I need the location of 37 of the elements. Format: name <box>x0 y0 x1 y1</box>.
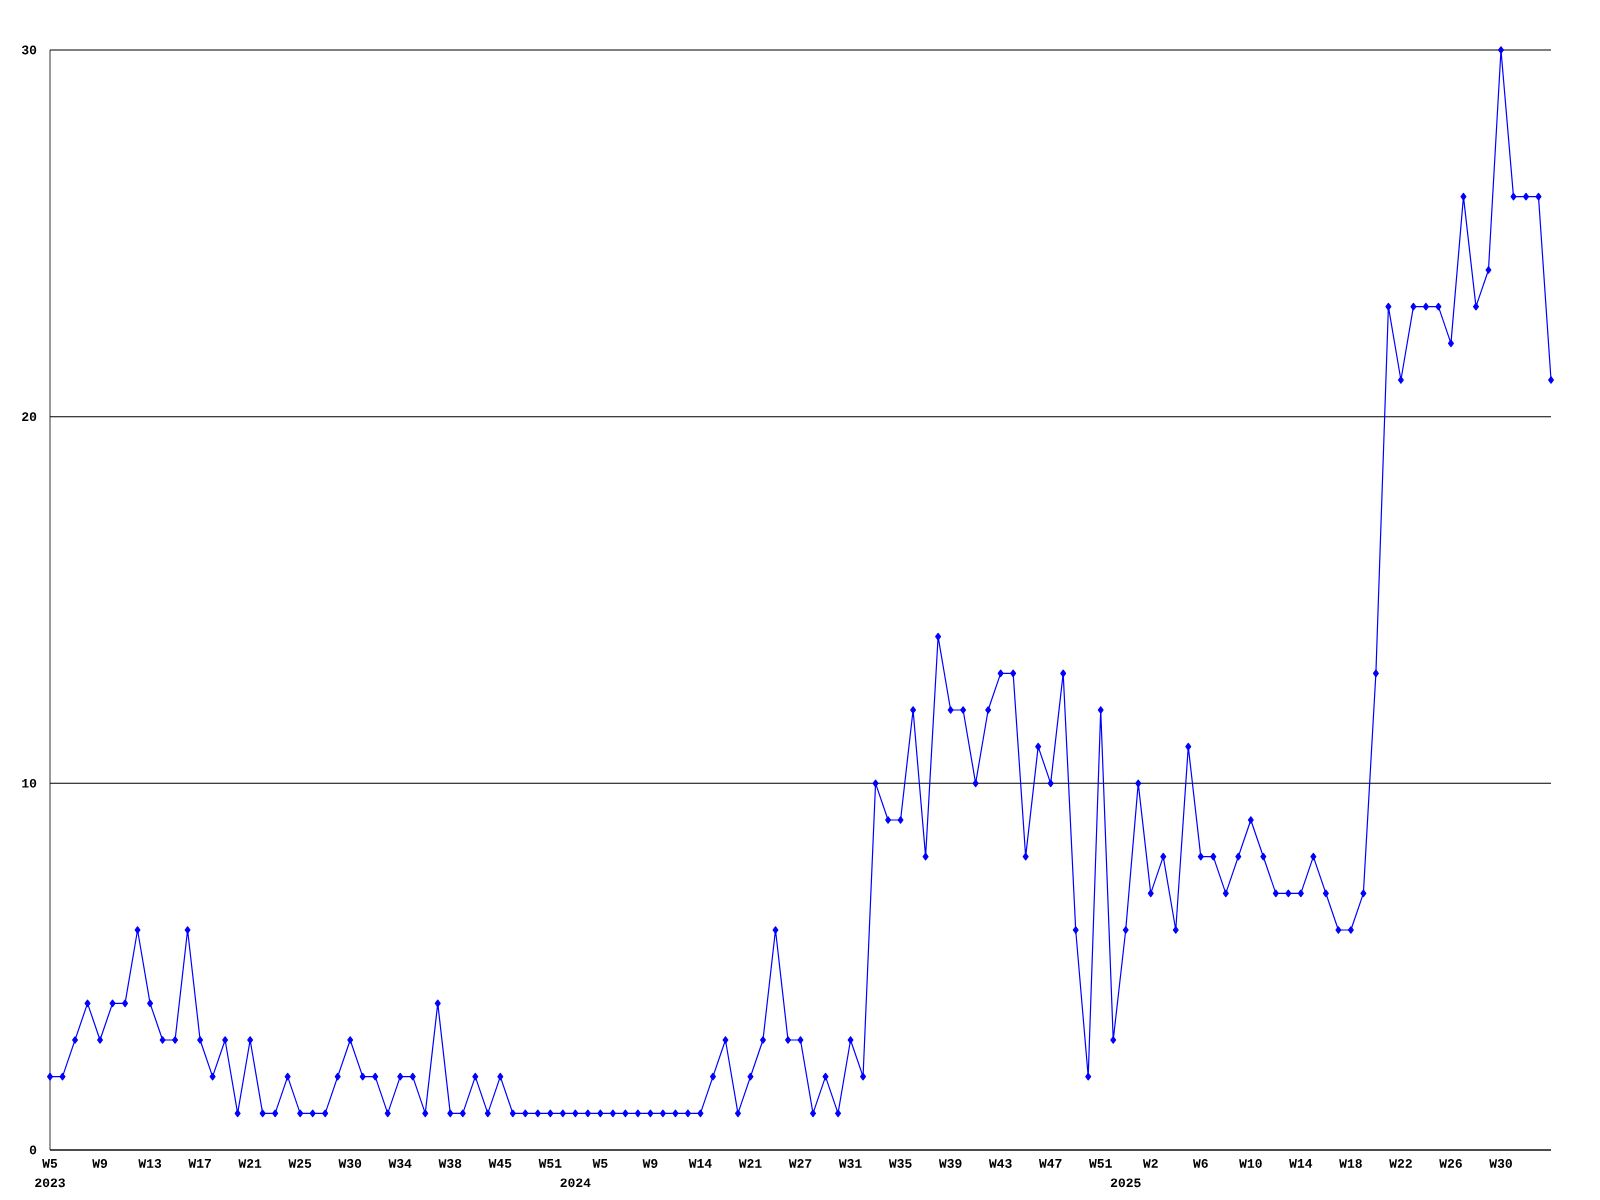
x-tick-label: W51 <box>538 1159 562 1168</box>
x-tick-label: W34 <box>388 1159 412 1168</box>
x-tick-label: W21 <box>238 1159 262 1168</box>
text: 2023 <box>35 1178 65 1188</box>
y-tick-label: 0 <box>29 1145 37 1155</box>
x-tick-label: W30 <box>1489 1159 1512 1168</box>
text: 2025 <box>1110 1178 1141 1188</box>
x-tick-label: W6 <box>1192 1159 1208 1168</box>
x-tick-label: W9 <box>642 1159 658 1168</box>
x-tick-label: W47 <box>1038 1159 1062 1168</box>
x-tick-label: W26 <box>1439 1159 1462 1168</box>
x-tick-label: W14 <box>688 1159 712 1168</box>
x-tick-label: W18 <box>1339 1159 1362 1168</box>
text: 2024 <box>560 1178 591 1188</box>
x-tick-label: W5 <box>42 1159 58 1168</box>
x-tick-label: W38 <box>438 1159 462 1168</box>
x-tick-label: W22 <box>1389 1159 1412 1168</box>
x-tick-label: W5 <box>592 1159 608 1168</box>
y-tick-label: 20 <box>22 412 37 422</box>
x-tick-label: W43 <box>988 1159 1012 1168</box>
x-tick-label: W31 <box>838 1159 862 1168</box>
x-tick-label: W27 <box>788 1159 812 1168</box>
x-tick-label: W30 <box>338 1159 362 1168</box>
x-tick-label: W21 <box>738 1159 762 1168</box>
x-tick-label: W2 <box>1142 1159 1158 1168</box>
y-tick-label: 30 <box>21 45 37 55</box>
x-tick-label: W14 <box>1289 1159 1313 1168</box>
x-tick-label: W51 <box>1089 1159 1112 1168</box>
x-tick-label: W35 <box>888 1159 912 1168</box>
x-tick-label: W13 <box>138 1159 162 1168</box>
x-tick-label: W39 <box>938 1159 962 1168</box>
x-tick-label: W9 <box>92 1159 108 1168</box>
x-tick-label: W45 <box>488 1159 512 1168</box>
y-tick-label: 10 <box>22 778 37 788</box>
x-tick-label: W17 <box>188 1159 211 1168</box>
x-tick-label: W10 <box>1239 1159 1262 1168</box>
x-tick-label: W25 <box>288 1159 312 1168</box>
